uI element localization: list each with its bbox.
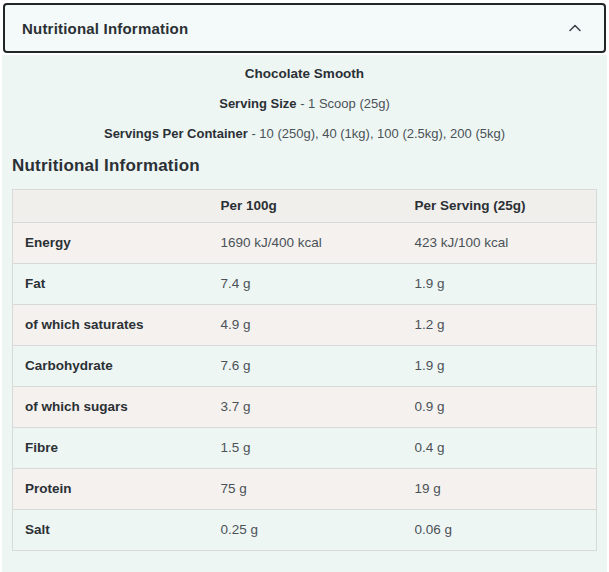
- serving-size-value: - 1 Scoop (25g): [300, 96, 390, 111]
- chevron-up-icon[interactable]: [568, 22, 582, 34]
- serving-size-label: Serving Size: [219, 96, 296, 111]
- per-serving-value: 1.9 g: [403, 346, 597, 387]
- column-header-per-100g: Per 100g: [209, 190, 403, 223]
- table-header-row: Per 100g Per Serving (25g): [13, 190, 597, 223]
- per-100g-value: 0.25 g: [209, 510, 403, 551]
- row-label: Carbohydrate: [13, 346, 209, 387]
- serving-size-line: Serving Size - 1 Scoop (25g): [2, 96, 607, 112]
- section-title: Nutritional Information: [2, 156, 607, 176]
- accordion-content: Chocolate Smooth Serving Size - 1 Scoop …: [2, 55, 607, 572]
- per-serving-value: 1.9 g: [403, 264, 597, 305]
- per-100g-value: 3.7 g: [209, 387, 403, 428]
- nutrition-panel: Nutritional Information Chocolate Smooth…: [0, 0, 609, 572]
- per-serving-value: 0.9 g: [403, 387, 597, 428]
- per-serving-value: 0.06 g: [403, 510, 597, 551]
- column-header-empty: [13, 190, 209, 223]
- per-serving-value: 423 kJ/100 kcal: [403, 223, 597, 264]
- row-label: Fat: [13, 264, 209, 305]
- table-row: Carbohydrate 7.6 g 1.9 g: [13, 346, 597, 387]
- servings-per-container-label: Servings Per Container: [104, 126, 248, 141]
- per-100g-value: 7.6 g: [209, 346, 403, 387]
- table-row: Salt 0.25 g 0.06 g: [13, 510, 597, 551]
- per-serving-value: 19 g: [403, 469, 597, 510]
- table-row: Energy 1690 kJ/400 kcal 423 kJ/100 kcal: [13, 223, 597, 264]
- per-100g-value: 4.9 g: [209, 305, 403, 346]
- per-100g-value: 1.5 g: [209, 428, 403, 469]
- row-label: of which sugars: [13, 387, 209, 428]
- servings-per-container-value: - 10 (250g), 40 (1kg), 100 (2.5kg), 200 …: [251, 126, 505, 141]
- row-label: Energy: [13, 223, 209, 264]
- nutrition-accordion-toggle[interactable]: Nutritional Information: [3, 3, 606, 53]
- per-100g-value: 75 g: [209, 469, 403, 510]
- row-label: Salt: [13, 510, 209, 551]
- row-label: of which saturates: [13, 305, 209, 346]
- table-row: of which sugars 3.7 g 0.9 g: [13, 387, 597, 428]
- per-serving-value: 0.4 g: [403, 428, 597, 469]
- nutrition-table: Per 100g Per Serving (25g) Energy 1690 k…: [12, 189, 597, 551]
- flavour-name: Chocolate Smooth: [2, 66, 607, 82]
- table-row: of which saturates 4.9 g 1.2 g: [13, 305, 597, 346]
- column-header-per-serving: Per Serving (25g): [403, 190, 597, 223]
- table-row: Protein 75 g 19 g: [13, 469, 597, 510]
- per-serving-value: 1.2 g: [403, 305, 597, 346]
- row-label: Fibre: [13, 428, 209, 469]
- servings-per-container-line: Servings Per Container - 10 (250g), 40 (…: [2, 126, 607, 142]
- row-label: Protein: [13, 469, 209, 510]
- per-100g-value: 1690 kJ/400 kcal: [209, 223, 403, 264]
- table-row: Fibre 1.5 g 0.4 g: [13, 428, 597, 469]
- per-100g-value: 7.4 g: [209, 264, 403, 305]
- table-row: Fat 7.4 g 1.9 g: [13, 264, 597, 305]
- accordion-title: Nutritional Information: [22, 20, 188, 37]
